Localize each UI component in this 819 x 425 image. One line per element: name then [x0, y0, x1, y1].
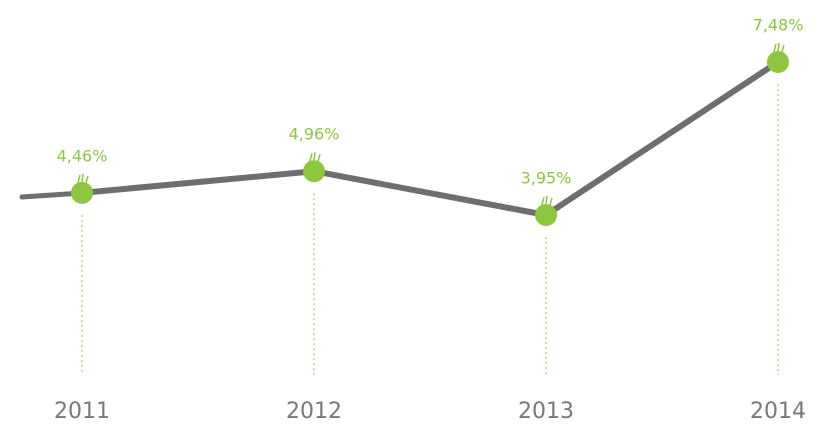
fruit-marker — [535, 204, 557, 226]
value-label: 3,95% — [521, 169, 572, 188]
x-tick-label: 2011 — [54, 399, 110, 424]
fruit-marker — [71, 182, 93, 204]
fruit-marker — [303, 160, 325, 182]
fruit-crown — [542, 196, 552, 205]
value-label: 4,46% — [57, 146, 108, 165]
x-tick-label: 2012 — [286, 399, 342, 424]
x-tick-label: 2013 — [518, 399, 574, 424]
chart: 4,46% 2011 4,96% 2012 3,95% 2013 7,48% 2014 — [0, 0, 819, 425]
branch-line — [82, 62, 778, 215]
x-tick-label: 2014 — [750, 399, 806, 424]
value-label: 7,48% — [753, 16, 804, 35]
fruit-crown — [310, 152, 320, 161]
value-label: 4,96% — [289, 125, 340, 144]
fruit-crown — [78, 174, 88, 183]
fruit-crown — [774, 43, 784, 52]
fruit-marker — [767, 51, 789, 73]
